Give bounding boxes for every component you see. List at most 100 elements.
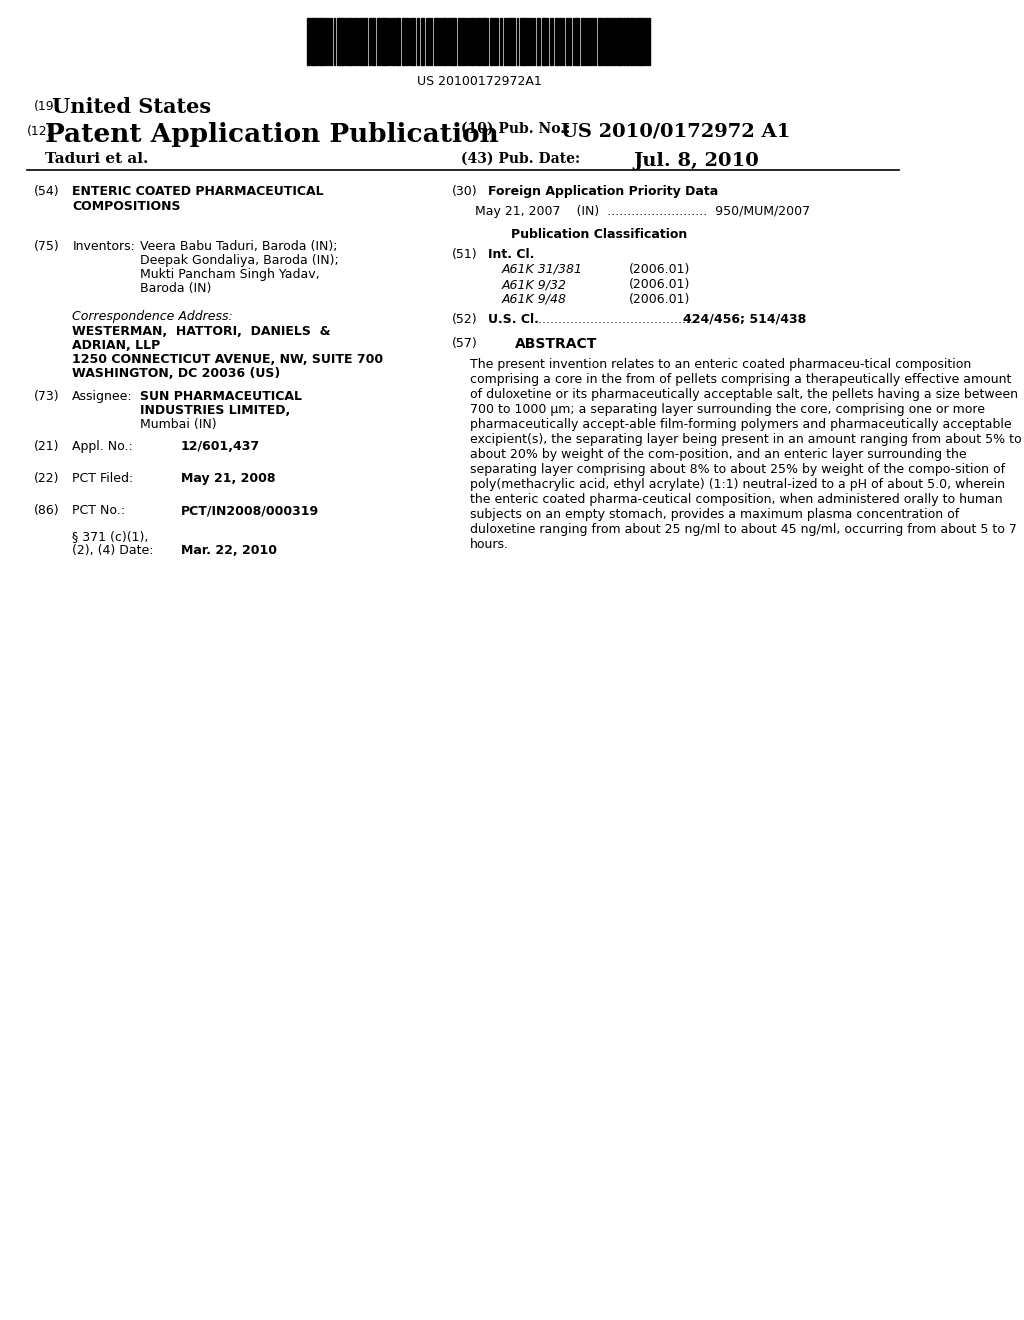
Bar [487, 18, 488, 65]
Bar [635, 18, 637, 65]
Bar [552, 18, 553, 65]
Text: (75): (75) [35, 240, 60, 253]
Bar [466, 18, 467, 65]
Bar [527, 18, 531, 65]
Text: (10) Pub. No.:: (10) Pub. No.: [461, 121, 570, 136]
Text: SUN PHARMACEUTICAL: SUN PHARMACEUTICAL [140, 389, 302, 403]
Text: .......................................: ....................................... [534, 313, 693, 326]
Text: Deepak Gondaliya, Baroda (IN);: Deepak Gondaliya, Baroda (IN); [140, 253, 339, 267]
Bar [409, 18, 411, 65]
Bar [442, 18, 446, 65]
Text: PCT/IN2008/000319: PCT/IN2008/000319 [181, 504, 319, 517]
Text: Int. Cl.: Int. Cl. [488, 248, 535, 261]
Bar [494, 18, 496, 65]
Bar [323, 18, 325, 65]
Bar [337, 18, 340, 65]
Text: WESTERMAN,  HATTORI,  DANIELS  &: WESTERMAN, HATTORI, DANIELS & [73, 325, 331, 338]
Bar [474, 18, 476, 65]
Text: Correspondence Address:: Correspondence Address: [73, 310, 233, 323]
Text: (2), (4) Date:: (2), (4) Date: [73, 544, 154, 557]
Text: May 21, 2008: May 21, 2008 [181, 473, 275, 484]
Text: (22): (22) [35, 473, 59, 484]
Bar [354, 18, 358, 65]
Text: Taduri et al.: Taduri et al. [45, 152, 148, 166]
Bar [389, 18, 391, 65]
Bar [498, 18, 499, 65]
Bar [500, 18, 502, 65]
Bar [645, 18, 647, 65]
Bar [566, 18, 568, 65]
Bar [461, 18, 465, 65]
Bar [365, 18, 367, 65]
Text: § 371 (c)(1),: § 371 (c)(1), [73, 531, 148, 543]
Bar [602, 18, 603, 65]
Text: United States: United States [52, 96, 212, 117]
Text: ABSTRACT: ABSTRACT [515, 337, 597, 351]
Bar [377, 18, 380, 65]
Bar [489, 18, 493, 65]
Bar [516, 18, 518, 65]
Bar [626, 18, 629, 65]
Text: (43) Pub. Date:: (43) Pub. Date: [461, 152, 581, 166]
Text: A61K 9/48: A61K 9/48 [502, 293, 567, 306]
Bar [334, 18, 335, 65]
Bar [328, 18, 329, 65]
Text: Baroda (IN): Baroda (IN) [140, 282, 212, 294]
Bar [477, 18, 480, 65]
Text: ENTERIC COATED PHARMACEUTICAL
COMPOSITIONS: ENTERIC COATED PHARMACEUTICAL COMPOSITIO… [73, 185, 324, 213]
Bar [511, 18, 515, 65]
Text: Jul. 8, 2010: Jul. 8, 2010 [633, 152, 759, 170]
Bar [520, 18, 522, 65]
Text: (12): (12) [27, 125, 52, 139]
Bar [372, 18, 376, 65]
Bar [559, 18, 561, 65]
Bar [621, 18, 622, 65]
Bar [616, 18, 620, 65]
Text: U.S. Cl.: U.S. Cl. [488, 313, 540, 326]
Text: (30): (30) [453, 185, 478, 198]
Bar [428, 18, 430, 65]
Bar [584, 18, 586, 65]
Bar [648, 18, 650, 65]
Text: 424/456; 514/438: 424/456; 514/438 [683, 313, 806, 326]
Bar [340, 18, 344, 65]
Text: (86): (86) [35, 504, 60, 517]
Text: Foreign Application Priority Data: Foreign Application Priority Data [488, 185, 719, 198]
Text: The present invention relates to an enteric coated pharmaceu-tical composition c: The present invention relates to an ente… [470, 358, 1022, 550]
Bar [504, 18, 507, 65]
Bar [325, 18, 327, 65]
Bar [607, 18, 611, 65]
Text: WASHINGTON, DC 20036 (US): WASHINGTON, DC 20036 (US) [73, 367, 281, 380]
Bar [537, 18, 541, 65]
Bar [387, 18, 389, 65]
Text: ADRIAN, LLP: ADRIAN, LLP [73, 339, 161, 352]
Bar [562, 18, 564, 65]
Bar [631, 18, 635, 65]
Text: Veera Babu Taduri, Baroda (IN);: Veera Babu Taduri, Baroda (IN); [140, 240, 338, 253]
Bar [330, 18, 333, 65]
Bar [426, 18, 427, 65]
Text: A61K 31/381: A61K 31/381 [502, 263, 583, 276]
Bar [454, 18, 456, 65]
Text: Inventors:: Inventors: [73, 240, 135, 253]
Bar [598, 18, 601, 65]
Bar [482, 18, 485, 65]
Text: 12/601,437: 12/601,437 [181, 440, 260, 453]
Bar [385, 18, 387, 65]
Bar [575, 18, 580, 65]
Bar [311, 18, 312, 65]
Text: Appl. No.:: Appl. No.: [73, 440, 133, 453]
Bar [407, 18, 408, 65]
Text: Publication Classification: Publication Classification [511, 228, 687, 242]
Bar [542, 18, 544, 65]
Bar [434, 18, 437, 65]
Bar [313, 18, 316, 65]
Bar [438, 18, 441, 65]
Bar [545, 18, 548, 65]
Text: PCT No.:: PCT No.: [73, 504, 125, 517]
Bar [345, 18, 347, 65]
Bar [421, 18, 424, 65]
Text: (52): (52) [453, 313, 478, 326]
Bar [550, 18, 551, 65]
Bar [470, 18, 473, 65]
